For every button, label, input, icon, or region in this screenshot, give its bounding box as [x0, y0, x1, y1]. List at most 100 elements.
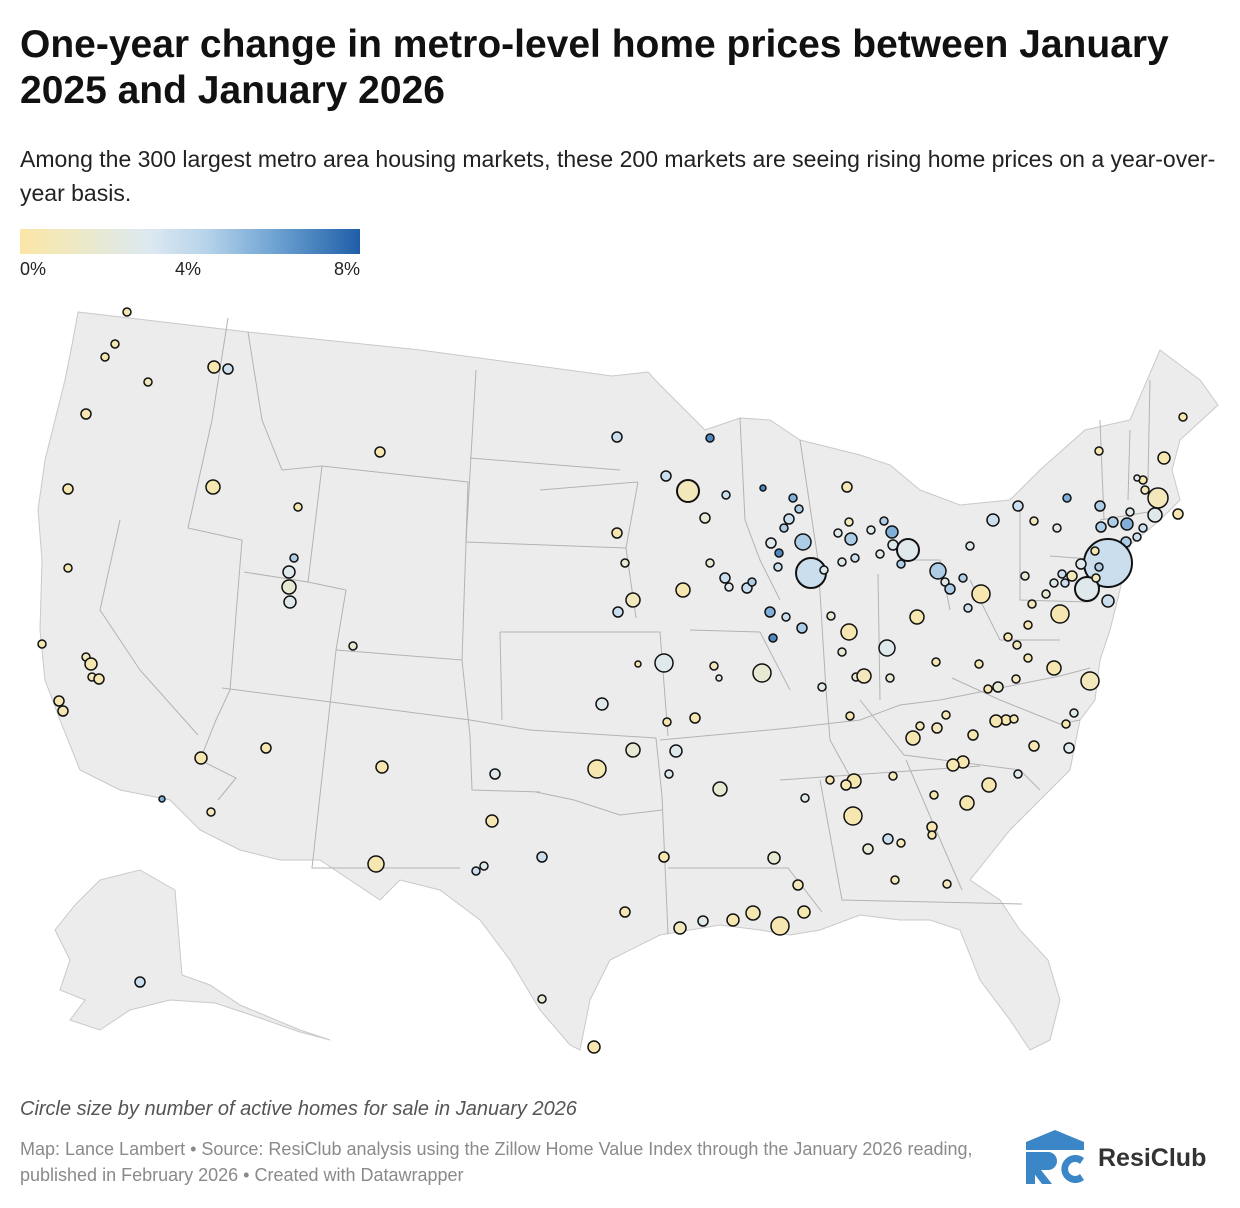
metro-dot-10[interactable] [293, 502, 303, 512]
metro-dot-53[interactable] [774, 548, 784, 558]
metro-dot-114[interactable] [1075, 558, 1087, 570]
metro-dot-6[interactable] [222, 363, 234, 375]
metro-dot-199[interactable] [537, 994, 547, 1004]
metro-dot-73[interactable] [724, 582, 734, 592]
metro-dot-46[interactable] [721, 490, 731, 500]
metro-dot-94[interactable] [1012, 500, 1024, 512]
metro-dot-25[interactable] [194, 751, 208, 765]
metro-dot-147[interactable] [1028, 740, 1040, 752]
metro-dot-90[interactable] [963, 603, 973, 613]
metro-dot-40[interactable] [611, 527, 623, 539]
metro-dot-89[interactable] [958, 573, 968, 583]
metro-dot-63[interactable] [885, 525, 899, 539]
metro-dot-136[interactable] [1011, 674, 1021, 684]
metro-dot-173[interactable] [792, 879, 804, 891]
metro-dot-95[interactable] [1029, 516, 1039, 526]
metro-dot-185[interactable] [689, 712, 701, 724]
metro-dot-69[interactable] [837, 557, 847, 567]
metro-dot-161[interactable] [927, 830, 937, 840]
metro-dot-102[interactable] [1138, 523, 1148, 533]
metro-dot-70[interactable] [819, 565, 829, 575]
metro-dot-154[interactable] [929, 790, 939, 800]
metro-dot-156[interactable] [931, 722, 943, 734]
metro-dot-184[interactable] [712, 781, 728, 797]
metro-dot-37[interactable] [612, 606, 624, 618]
metro-dot-96[interactable] [1062, 493, 1072, 503]
metro-dot-170[interactable] [825, 775, 835, 785]
metro-dot-157[interactable] [905, 730, 921, 746]
metro-dot-8[interactable] [62, 483, 74, 495]
metro-dot-43[interactable] [676, 479, 700, 503]
metro-dot-27[interactable] [206, 807, 216, 817]
metro-dot-198[interactable] [619, 906, 631, 918]
metro-dot-106[interactable] [1140, 485, 1150, 495]
metro-dot-107[interactable] [1133, 474, 1141, 482]
metro-dot-166[interactable] [942, 879, 952, 889]
metro-dot-97[interactable] [1052, 523, 1062, 533]
metro-dot-140[interactable] [974, 659, 984, 669]
metro-dot-189[interactable] [709, 661, 719, 671]
metro-dot-14[interactable] [283, 595, 297, 609]
metro-dot-183[interactable] [625, 742, 641, 758]
metro-dot-101[interactable] [1120, 517, 1134, 531]
metro-dot-196[interactable] [885, 673, 895, 683]
metro-dot-155[interactable] [941, 710, 951, 720]
metro-dot-176[interactable] [745, 905, 761, 921]
metro-dot-82[interactable] [826, 611, 836, 621]
metro-dot-5[interactable] [207, 360, 221, 374]
metro-dot-59[interactable] [833, 528, 843, 538]
metro-dot-7[interactable] [374, 446, 386, 458]
metro-dot-92[interactable] [965, 541, 975, 551]
metro-dot-11[interactable] [289, 553, 299, 563]
metro-dot-133[interactable] [1012, 640, 1022, 650]
metro-dot-33[interactable] [471, 866, 481, 876]
metro-dot-158[interactable] [915, 721, 925, 731]
metro-dot-104[interactable] [1147, 487, 1169, 509]
metro-dot-66[interactable] [896, 538, 920, 562]
metro-dot-93[interactable] [986, 513, 1000, 527]
metro-dot-9[interactable] [205, 479, 221, 495]
metro-dot-71[interactable] [705, 558, 715, 568]
metro-dot-119[interactable] [1041, 589, 1051, 599]
metro-dot-12[interactable] [282, 565, 296, 579]
metro-dot-15[interactable] [63, 563, 73, 573]
metro-dot-52[interactable] [765, 537, 777, 549]
metro-dot-26[interactable] [158, 795, 166, 803]
metro-dot-57[interactable] [844, 517, 854, 527]
metro-dot-116[interactable] [1060, 578, 1070, 588]
metro-dot-24[interactable] [260, 742, 272, 754]
metro-dot-13[interactable] [281, 579, 297, 595]
metro-dot-145[interactable] [989, 714, 1003, 728]
metro-dot-41[interactable] [611, 431, 623, 443]
metro-dot-113[interactable] [1074, 576, 1100, 602]
metro-dot-47[interactable] [759, 484, 767, 492]
metro-dot-22[interactable] [57, 705, 69, 717]
metro-dot-142[interactable] [1069, 708, 1079, 718]
metro-dot-50[interactable] [783, 513, 795, 525]
metro-dot-135[interactable] [1023, 653, 1033, 663]
metro-dot-162[interactable] [882, 833, 894, 845]
metro-dot-150[interactable] [946, 758, 960, 772]
metro-dot-148[interactable] [1063, 742, 1075, 754]
metro-dot-4[interactable] [80, 408, 92, 420]
metro-dot-172[interactable] [767, 851, 781, 865]
metro-dot-23[interactable] [348, 641, 358, 651]
metro-dot-67[interactable] [896, 559, 906, 569]
metro-dot-65[interactable] [875, 549, 885, 559]
metro-dot-99[interactable] [1095, 521, 1107, 533]
metro-dot-118[interactable] [1049, 578, 1059, 588]
metro-dot-16[interactable] [37, 639, 47, 649]
metro-dot-195[interactable] [856, 668, 872, 684]
metro-dot-109[interactable] [1132, 532, 1142, 542]
metro-dot-165[interactable] [890, 875, 900, 885]
metro-dot-130[interactable] [1178, 412, 1188, 422]
metro-dot-32[interactable] [479, 861, 489, 871]
metro-dot-84[interactable] [878, 639, 896, 657]
metro-dot-191[interactable] [752, 663, 772, 683]
metro-dot-79[interactable] [781, 612, 791, 622]
metro-dot-3[interactable] [143, 377, 153, 387]
metro-dot-123[interactable] [1020, 571, 1030, 581]
metro-dot-103[interactable] [1147, 507, 1163, 523]
metro-dot-126[interactable] [1091, 573, 1101, 583]
metro-dot-28[interactable] [375, 760, 389, 774]
